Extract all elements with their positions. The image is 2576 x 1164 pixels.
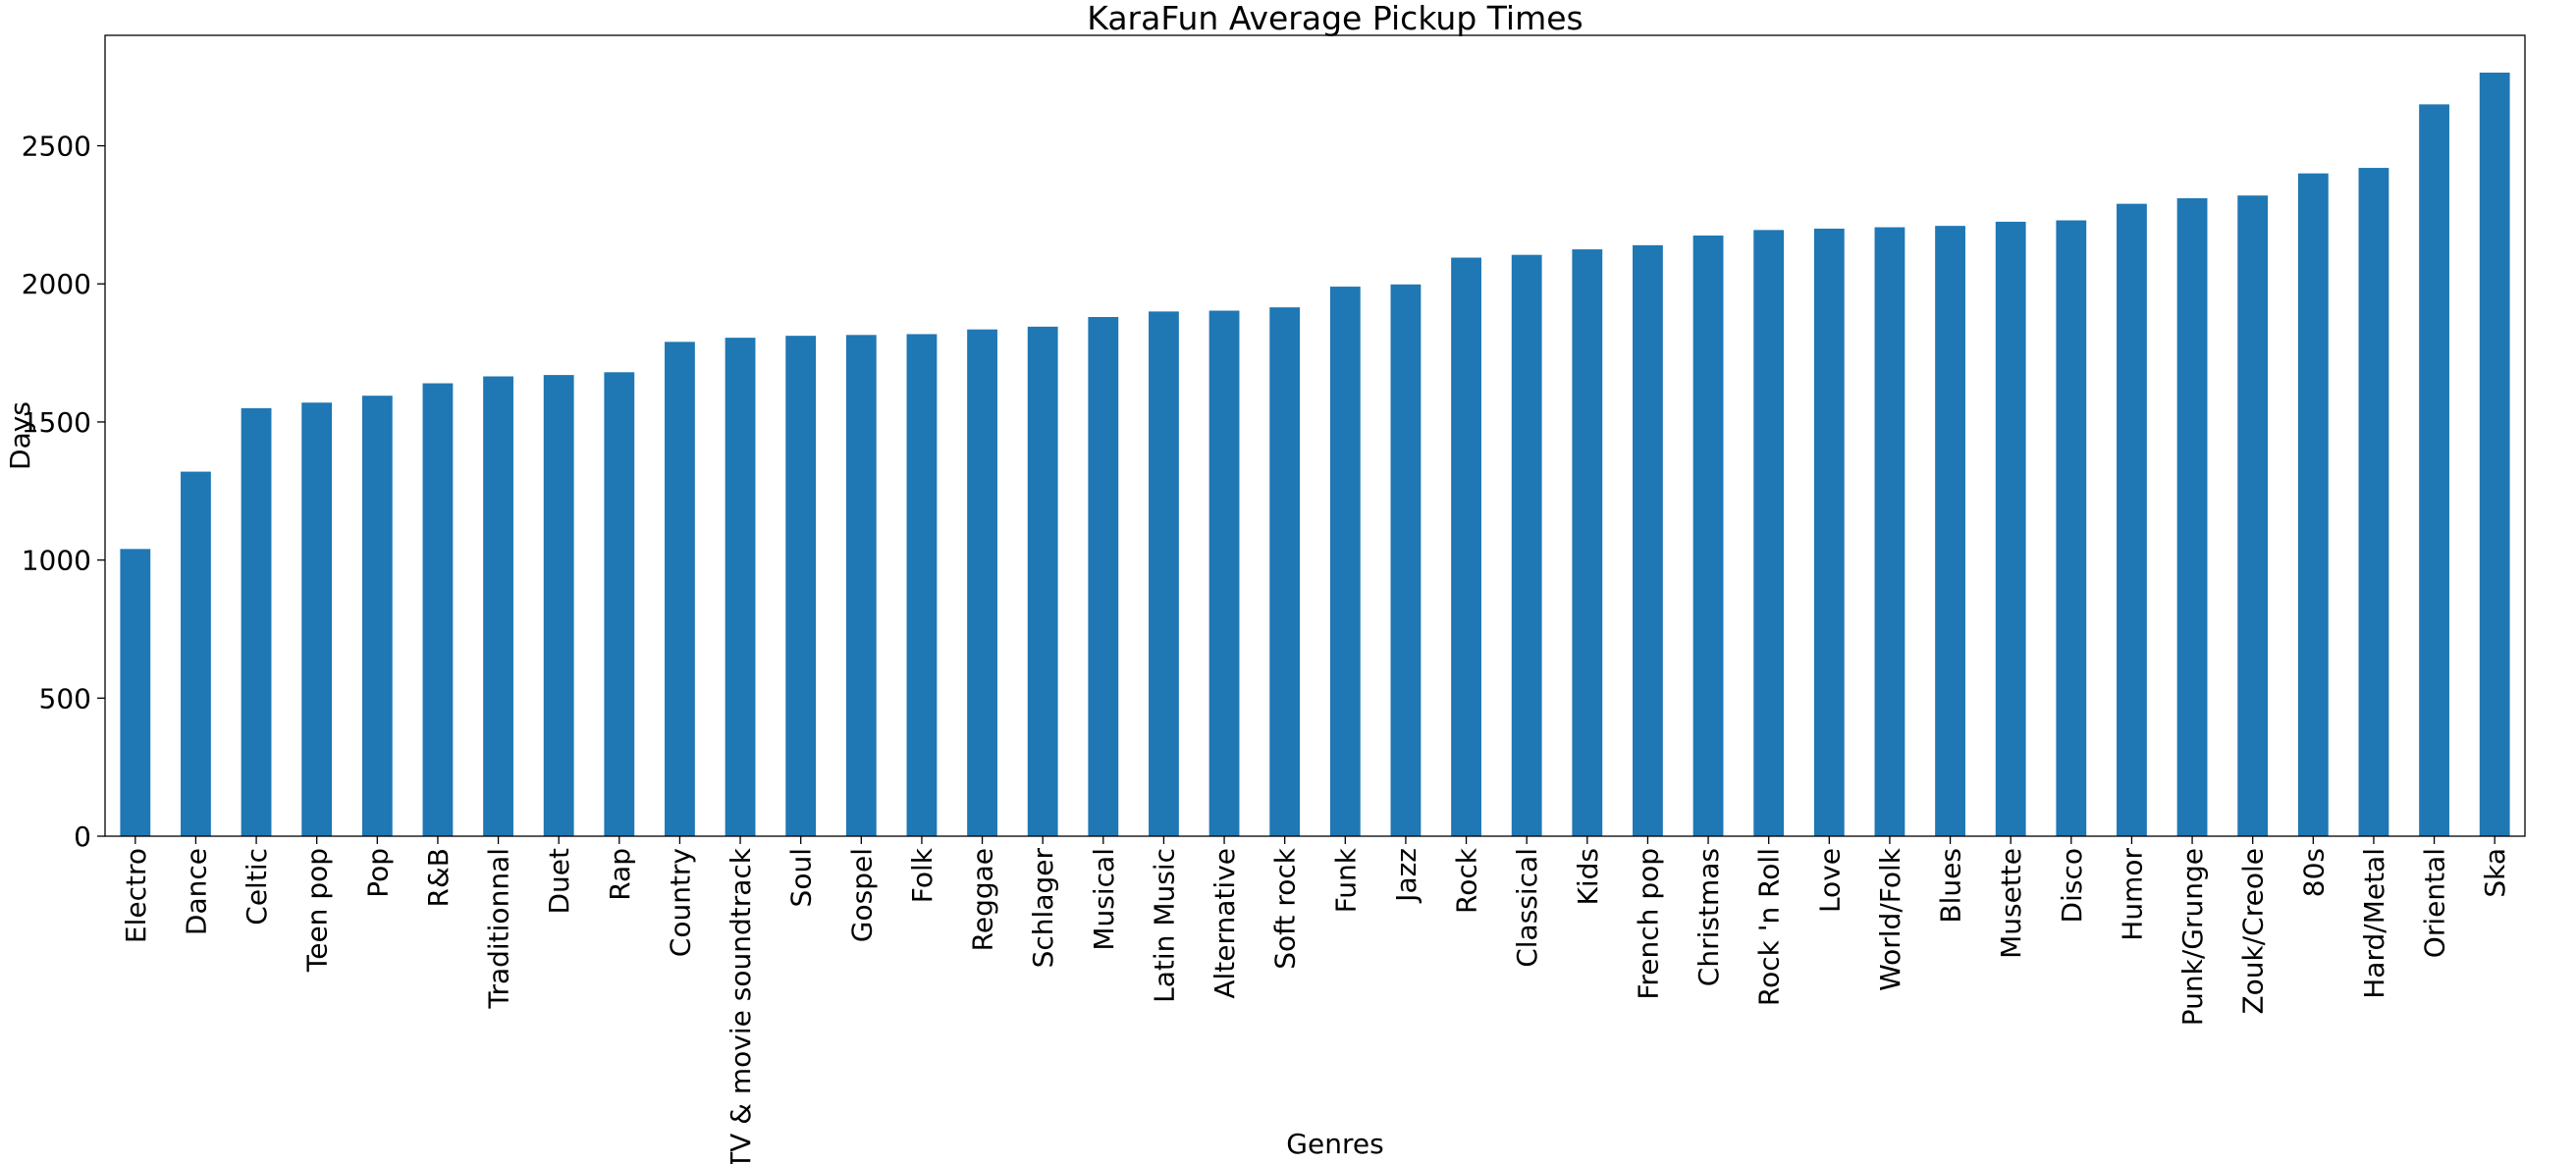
x-tick-label: Latin Music: [1148, 848, 1180, 1003]
x-tick-label: Alternative: [1208, 848, 1241, 999]
bar: [1511, 254, 1542, 837]
x-tick-label: R&B: [422, 848, 455, 908]
x-tick-label: Zouk/Creole: [2237, 848, 2270, 1015]
x-tick-label: Rock: [1451, 847, 1483, 914]
bar: [1329, 287, 1361, 836]
bar: [422, 383, 454, 836]
x-tick-label: Rock 'n Roll: [1753, 848, 1786, 1006]
bar: [1692, 236, 1724, 836]
bar: [361, 396, 393, 836]
x-tick-label: Disco: [2056, 848, 2088, 923]
bar: [2056, 220, 2087, 836]
bar: [1935, 226, 1965, 836]
bar: [1027, 326, 1058, 836]
x-tick-label: Ska: [2479, 848, 2511, 898]
chart-title: KaraFun Average Pickup Times: [1087, 0, 1583, 37]
bar: [1813, 228, 1845, 836]
bar: [2297, 173, 2329, 837]
x-axis-label: Genres: [1286, 1128, 1383, 1160]
bar: [1208, 310, 1240, 837]
x-tick-label: Duet: [543, 848, 575, 915]
x-tick-label: Teen pop: [301, 848, 334, 973]
bar: [845, 335, 877, 836]
bar: [785, 336, 817, 836]
x-tick-label: Punk/Grunge: [2176, 848, 2209, 1026]
x-tick-label: Schlager: [1027, 848, 1059, 969]
x-tick-label: Electro: [120, 848, 152, 943]
x-tick-label: Pop: [361, 848, 394, 898]
x-tick-label: Classical: [1511, 848, 1543, 968]
x-tick-label: Funk: [1329, 847, 1362, 913]
bar: [2358, 168, 2389, 836]
x-tick-label: Traditionnal: [483, 848, 515, 1010]
bar: [2479, 72, 2510, 836]
x-tick-label: Soft rock: [1269, 847, 1302, 970]
bar: [181, 471, 211, 836]
bar: [301, 402, 333, 836]
bar: [1633, 244, 1663, 837]
bar: [2419, 104, 2449, 836]
bar: [120, 549, 151, 836]
x-tick-label: Soul: [785, 848, 818, 907]
y-tick-label: 0: [74, 820, 91, 853]
bar: [1149, 311, 1179, 837]
bar: [483, 376, 513, 836]
bar: [1753, 230, 1785, 836]
y-axis: 0 500 1000 1500 2000 2500: [22, 131, 105, 853]
x-tick-label: Oriental: [2419, 848, 2451, 958]
y-tick-label: 2500: [22, 131, 91, 163]
x-tick-label: Country: [664, 848, 696, 957]
x-tick-label: Dance: [180, 848, 212, 935]
bar: [906, 334, 938, 836]
x-tick-label: Musical: [1088, 848, 1120, 951]
x-tick-label: French pop: [1632, 848, 1664, 1000]
y-tick-label: 1000: [22, 545, 91, 577]
x-tick-label: Humor: [2116, 848, 2148, 941]
plot-frame: [104, 34, 2526, 837]
bar: [1088, 317, 1119, 836]
x-tick-label: Reggae: [967, 848, 999, 951]
x-tick-label: Hard/Metal: [2358, 848, 2390, 999]
bar: [967, 329, 997, 837]
bar: [2237, 195, 2269, 836]
bar: [241, 407, 272, 836]
x-tick-label: Rap: [604, 848, 636, 901]
bar: [1995, 221, 2026, 836]
x-tick-label: Kids: [1572, 848, 1604, 906]
x-tick-label: Jazz: [1390, 848, 1422, 904]
bar: [665, 342, 695, 836]
x-tick-label: 80s: [2297, 848, 2330, 897]
bar: [2117, 203, 2147, 837]
x-tick-label: TV & movie soundtrack: [724, 847, 757, 1164]
x-axis: Electro Dance Celtic Teen pop Pop R&B Traditio…: [120, 836, 2511, 1164]
x-tick-label: World/Folk: [1874, 847, 1906, 991]
bar: [1451, 257, 1481, 836]
y-tick-label: 2000: [22, 268, 91, 300]
bar: [1572, 249, 1603, 836]
bar: [1874, 227, 1905, 837]
x-tick-label: Celtic: [241, 848, 273, 926]
bar: [543, 375, 574, 836]
x-tick-label: Gospel: [845, 848, 878, 942]
x-tick-label: Folk: [906, 847, 939, 903]
bar: [604, 372, 635, 836]
bar: [1390, 284, 1422, 836]
y-tick-label: 1500: [22, 406, 91, 439]
y-axis-label: Days: [4, 401, 36, 470]
bar: [1269, 307, 1301, 836]
bars-layer: [120, 72, 2510, 837]
bar: [724, 338, 756, 836]
bar: [2176, 198, 2208, 836]
y-tick-label: 500: [39, 682, 91, 714]
x-tick-label: Blues: [1935, 848, 1967, 924]
x-tick-label: Love: [1813, 848, 1846, 913]
x-tick-label: Christmas: [1692, 848, 1725, 986]
x-tick-label: Musette: [1995, 848, 2027, 959]
